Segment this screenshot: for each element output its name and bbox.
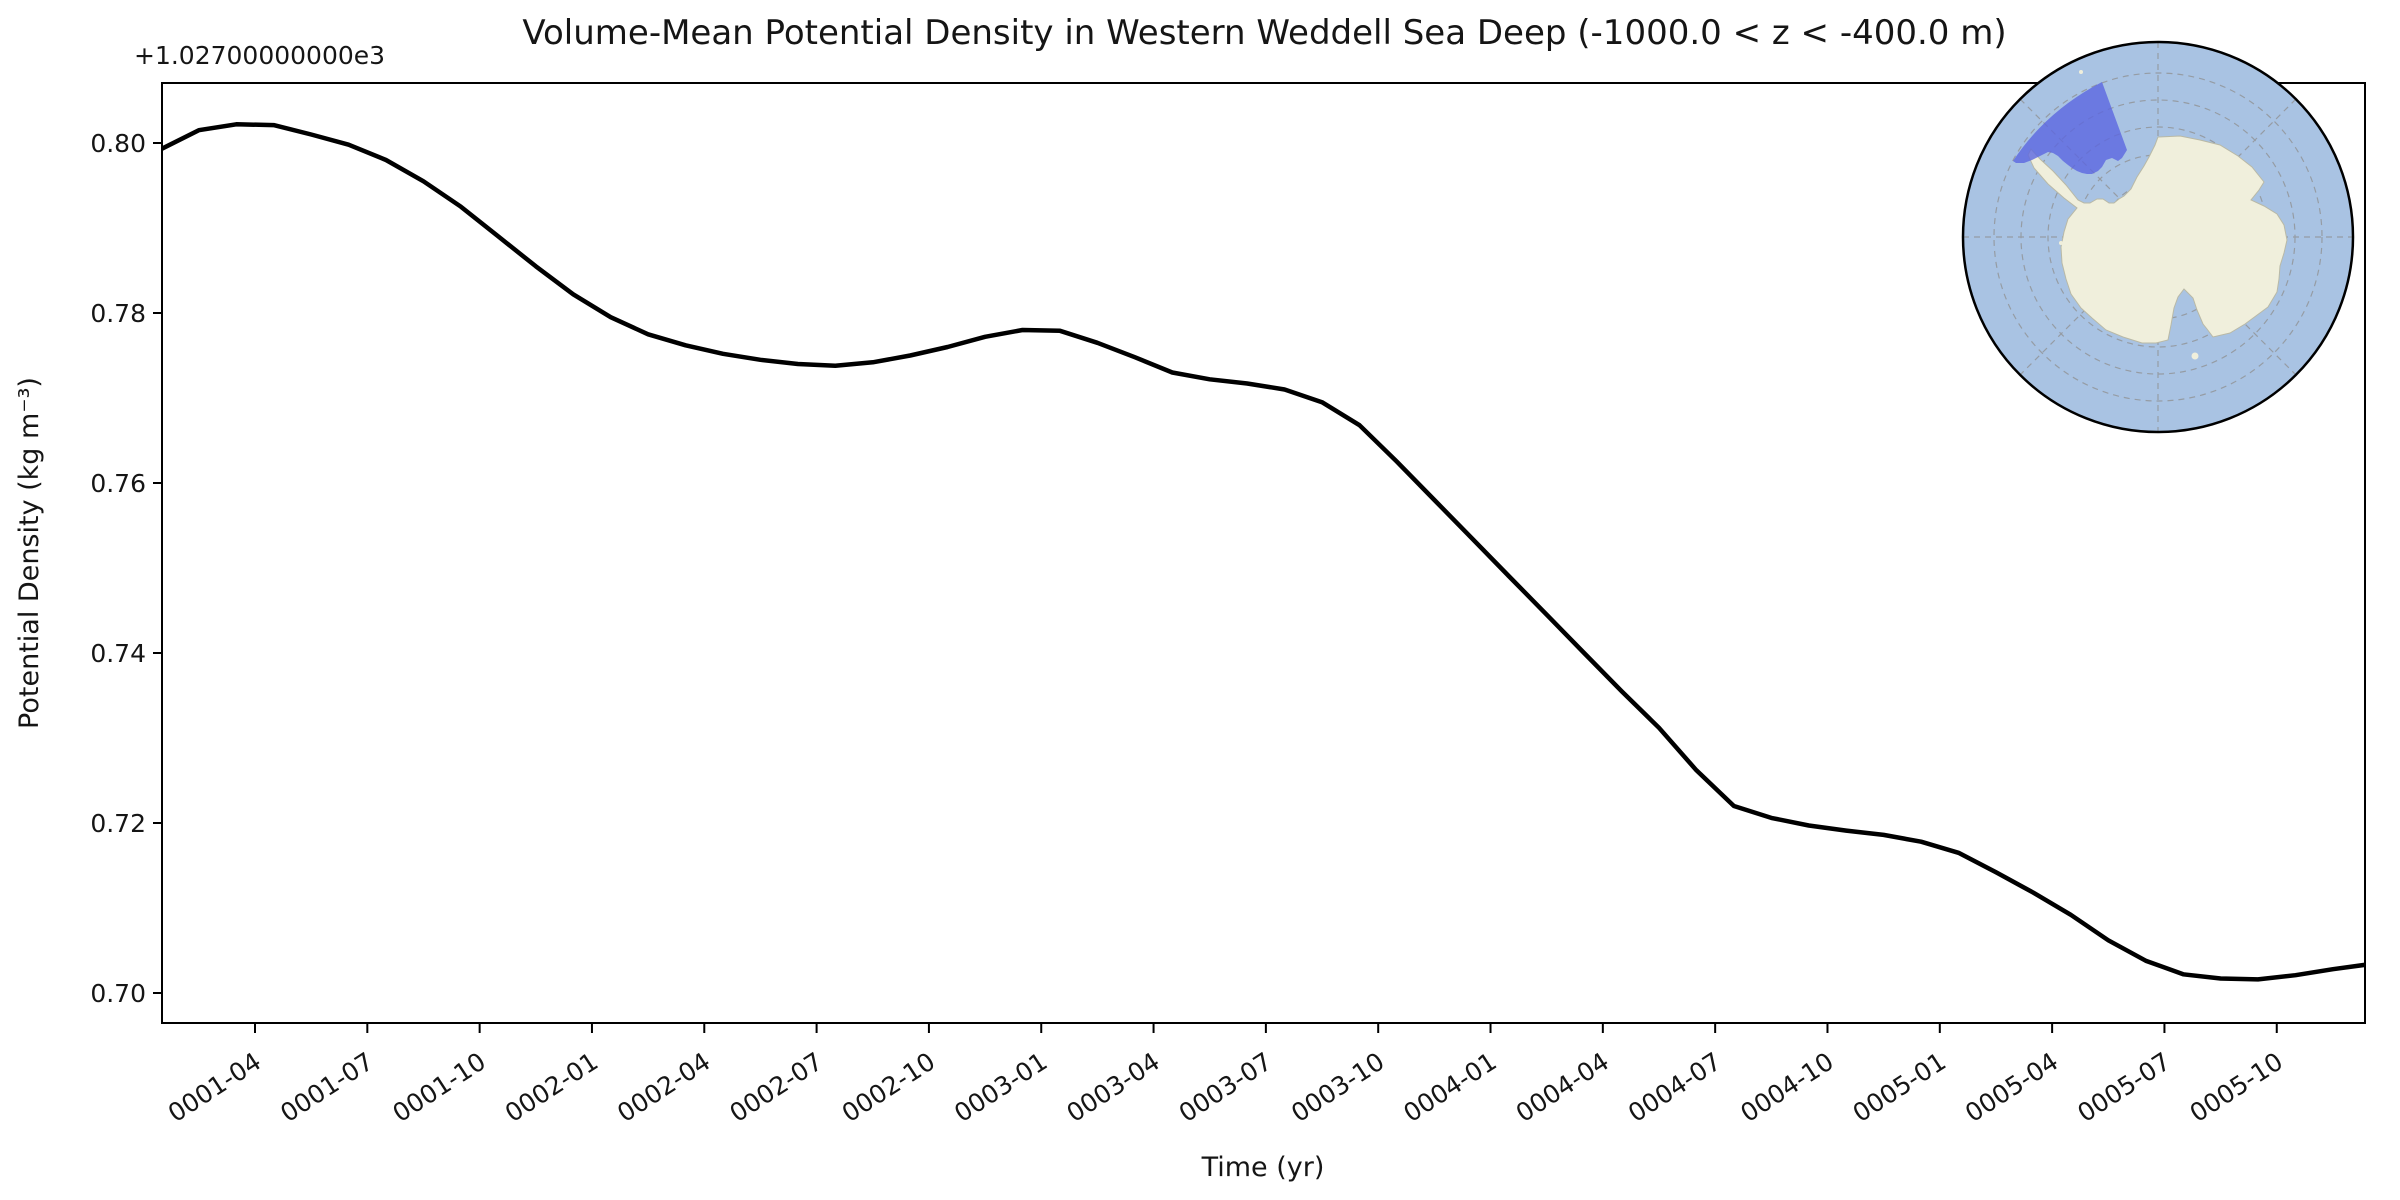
map-island [2079,70,2083,74]
y-tick-label: 0.80 [90,129,146,158]
x-tick-label: 0002-10 [837,1047,940,1128]
y-tick-label: 0.70 [90,979,146,1008]
x-tick-label: 0003-07 [1174,1047,1277,1128]
chart-title: Volume-Mean Potential Density in Western… [522,13,2007,53]
x-tick-label: 0002-01 [500,1047,603,1128]
antarctica-inset-map [1961,40,2355,434]
map-boundary-circle [1961,40,2355,434]
x-tick-label: 0001-04 [163,1047,266,1128]
x-tick-label: 0005-04 [1960,1047,2063,1128]
x-tick-label: 0004-04 [1511,1047,1614,1128]
x-axis-ticks: 0001-04 0001-07 0001-10 0002-01 0002-04 0002-… [163,1023,2288,1128]
x-tick-label: 0005-10 [2185,1047,2288,1128]
weddell-sea-region-highlight [2013,82,2127,174]
x-tick-label: 0001-07 [275,1047,378,1128]
x-tick-label: 0002-04 [612,1047,715,1128]
density-curve [161,122,2366,982]
x-tick-label: 0004-07 [1623,1047,1726,1128]
y-axis-ticks: 0.70 0.72 0.74 0.76 0.78 0.80 [90,129,162,1008]
y-axis-offset-label: +1.02700000000e3 [134,41,386,70]
map-island [2062,251,2066,255]
y-tick-label: 0.78 [90,299,146,328]
y-axis-label: Potential Density (kg m⁻³) [14,377,45,729]
map-island [2059,241,2063,245]
x-tick-label: 0005-01 [1848,1047,1951,1128]
y-tick-label: 0.74 [90,639,146,668]
antarctica-landmass [2027,135,2288,344]
x-tick-label: 0002-07 [724,1047,827,1128]
x-tick-label: 0003-04 [1061,1047,1164,1128]
axes-frame [161,82,2366,1024]
x-axis-label: Time (yr) [1201,1152,1325,1183]
x-tick-label: 0004-10 [1735,1047,1838,1128]
y-tick-label: 0.76 [90,469,146,498]
x-tick-label: 0003-10 [1286,1047,1389,1128]
y-tick-label: 0.72 [90,809,146,838]
graticule-parallel [1993,72,2323,402]
x-tick-label: 0004-01 [1398,1047,1501,1128]
x-tick-label: 0005-07 [2072,1047,2175,1128]
map-land [2027,70,2288,360]
x-tick-label: 0003-01 [949,1047,1052,1128]
x-tick-label: 0001-10 [387,1047,490,1128]
map-island [2191,352,2199,360]
